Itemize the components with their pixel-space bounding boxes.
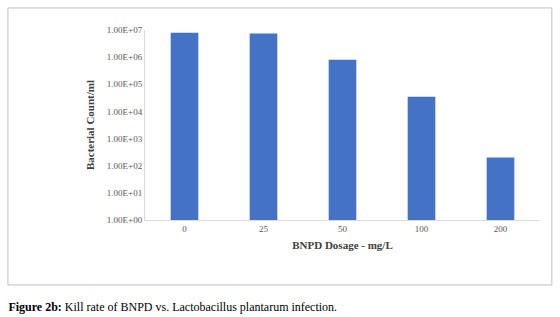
svg-text:25: 25 [259,224,269,234]
svg-text:100: 100 [415,224,429,234]
svg-text:1.00E+04: 1.00E+04 [107,107,143,117]
svg-text:1.00E+01: 1.00E+01 [107,188,142,198]
svg-text:200: 200 [494,224,508,234]
svg-text:50: 50 [338,224,348,234]
svg-text:1.00E+02: 1.00E+02 [107,161,142,171]
svg-text:BNPD Dosage - mg/L: BNPD Dosage - mg/L [292,239,393,251]
svg-text:1.00E+00: 1.00E+00 [107,215,143,225]
svg-text:1.00E+06: 1.00E+06 [107,52,143,62]
svg-text:1.00E+03: 1.00E+03 [107,134,143,144]
svg-text:Bacterial Count/ml: Bacterial Count/ml [84,80,96,170]
svg-text:0: 0 [182,224,187,234]
svg-text:Figure 2b: Kill rate of BNPD v: Figure 2b: Kill rate of BNPD vs. Lactoba… [8,300,337,314]
svg-text:1.00E+07: 1.00E+07 [107,25,143,35]
svg-text:1.00E+05: 1.00E+05 [107,79,143,89]
